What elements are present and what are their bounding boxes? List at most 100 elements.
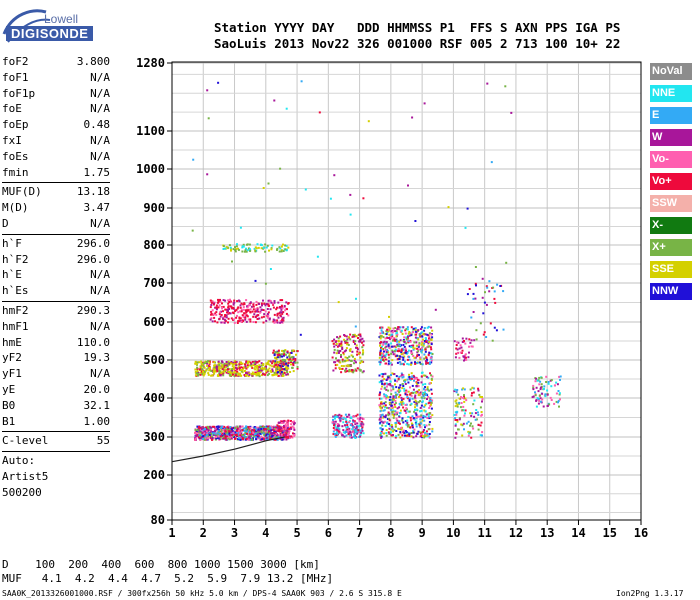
x-tick-label: 4 <box>262 526 269 540</box>
echo-point <box>388 398 391 401</box>
echo-point <box>265 437 268 440</box>
echo-point <box>428 433 431 435</box>
echo-point <box>416 347 419 350</box>
echo-point <box>219 300 222 303</box>
echo-point <box>260 364 263 367</box>
echo-point <box>469 431 472 434</box>
echo-point <box>392 416 395 419</box>
echo-point <box>430 407 433 410</box>
echo-point <box>278 353 280 356</box>
param-row: B0 32.1 <box>2 399 110 415</box>
echo-point <box>398 415 401 418</box>
echo-point <box>386 418 389 420</box>
echo-point <box>427 325 430 328</box>
echo-point <box>398 375 401 378</box>
echo-point <box>420 371 423 374</box>
echo-point <box>394 410 397 413</box>
echo-point <box>280 320 283 323</box>
echo-point <box>414 399 417 402</box>
echo-point <box>404 332 407 335</box>
echo-point <box>228 432 231 435</box>
x-tick-label: 6 <box>325 526 332 540</box>
echo-point <box>256 426 259 429</box>
echo-point <box>472 387 475 390</box>
echo-point <box>196 367 199 370</box>
echo-point <box>550 385 553 388</box>
echo-point <box>272 374 275 376</box>
echo-point <box>293 435 296 438</box>
echo-point <box>260 302 263 305</box>
echo-point <box>232 312 235 315</box>
echo-point <box>510 111 513 114</box>
echo-point <box>379 434 382 437</box>
echo-point <box>421 419 424 422</box>
echo-point <box>481 296 484 299</box>
echo-point <box>290 356 293 359</box>
echo-point <box>208 365 211 368</box>
echo-point <box>220 361 223 364</box>
echo-point <box>351 369 354 372</box>
echo-point <box>288 430 291 433</box>
echo-point <box>289 358 292 361</box>
echo-point <box>275 436 278 439</box>
echo-point <box>295 353 297 356</box>
param-row: foEs N/A <box>2 150 110 166</box>
echo-point <box>404 431 407 434</box>
echo-point <box>395 332 398 334</box>
echo-point <box>422 414 425 417</box>
echo-point <box>202 427 205 430</box>
echo-point <box>380 414 383 417</box>
echo-point <box>399 403 401 406</box>
echo-point <box>399 355 402 358</box>
echo-point <box>280 308 283 311</box>
echo-point <box>290 423 293 426</box>
echo-point <box>532 384 535 387</box>
echo-point <box>237 433 240 436</box>
echo-point <box>250 362 253 365</box>
echo-point <box>262 315 265 318</box>
echo-point <box>333 348 336 351</box>
echo-point <box>391 401 394 404</box>
echo-point <box>383 395 386 398</box>
param-name: D <box>2 216 9 230</box>
echo-point <box>535 377 538 380</box>
param-value: 20.0 <box>83 382 111 396</box>
echo-point <box>378 397 381 400</box>
echo-point <box>241 319 244 322</box>
echo-point <box>285 426 288 429</box>
echo-point <box>470 339 473 342</box>
echo-point <box>279 320 282 322</box>
echo-point <box>296 350 299 353</box>
echo-point <box>359 435 362 438</box>
echo-point <box>283 424 285 427</box>
param-value: 110.0 <box>76 335 110 349</box>
echo-point <box>265 314 268 317</box>
echo-point <box>402 358 405 361</box>
echo-point <box>221 368 224 370</box>
echo-point <box>217 429 220 432</box>
echo-point <box>244 432 247 434</box>
echo-point <box>386 350 389 352</box>
echo-point <box>407 363 410 366</box>
echo-point <box>410 394 413 397</box>
echo-point <box>356 346 359 349</box>
echo-point <box>419 363 422 365</box>
echo-point <box>267 434 270 437</box>
echo-point <box>429 415 432 418</box>
echo-point <box>331 421 334 424</box>
echo-point <box>215 365 218 368</box>
echo-point <box>225 428 228 431</box>
echo-point <box>202 429 205 432</box>
echo-point <box>428 407 431 409</box>
echo-point <box>284 437 287 440</box>
echo-point <box>463 428 465 431</box>
echo-point <box>539 400 542 403</box>
echo-point <box>338 430 341 433</box>
param-name: foEs <box>2 149 29 163</box>
echo-point <box>347 359 350 362</box>
echo-point <box>416 361 419 364</box>
echo-point <box>355 335 358 338</box>
echo-point <box>213 367 216 370</box>
echo-point <box>457 428 459 431</box>
echo-point <box>396 393 399 396</box>
